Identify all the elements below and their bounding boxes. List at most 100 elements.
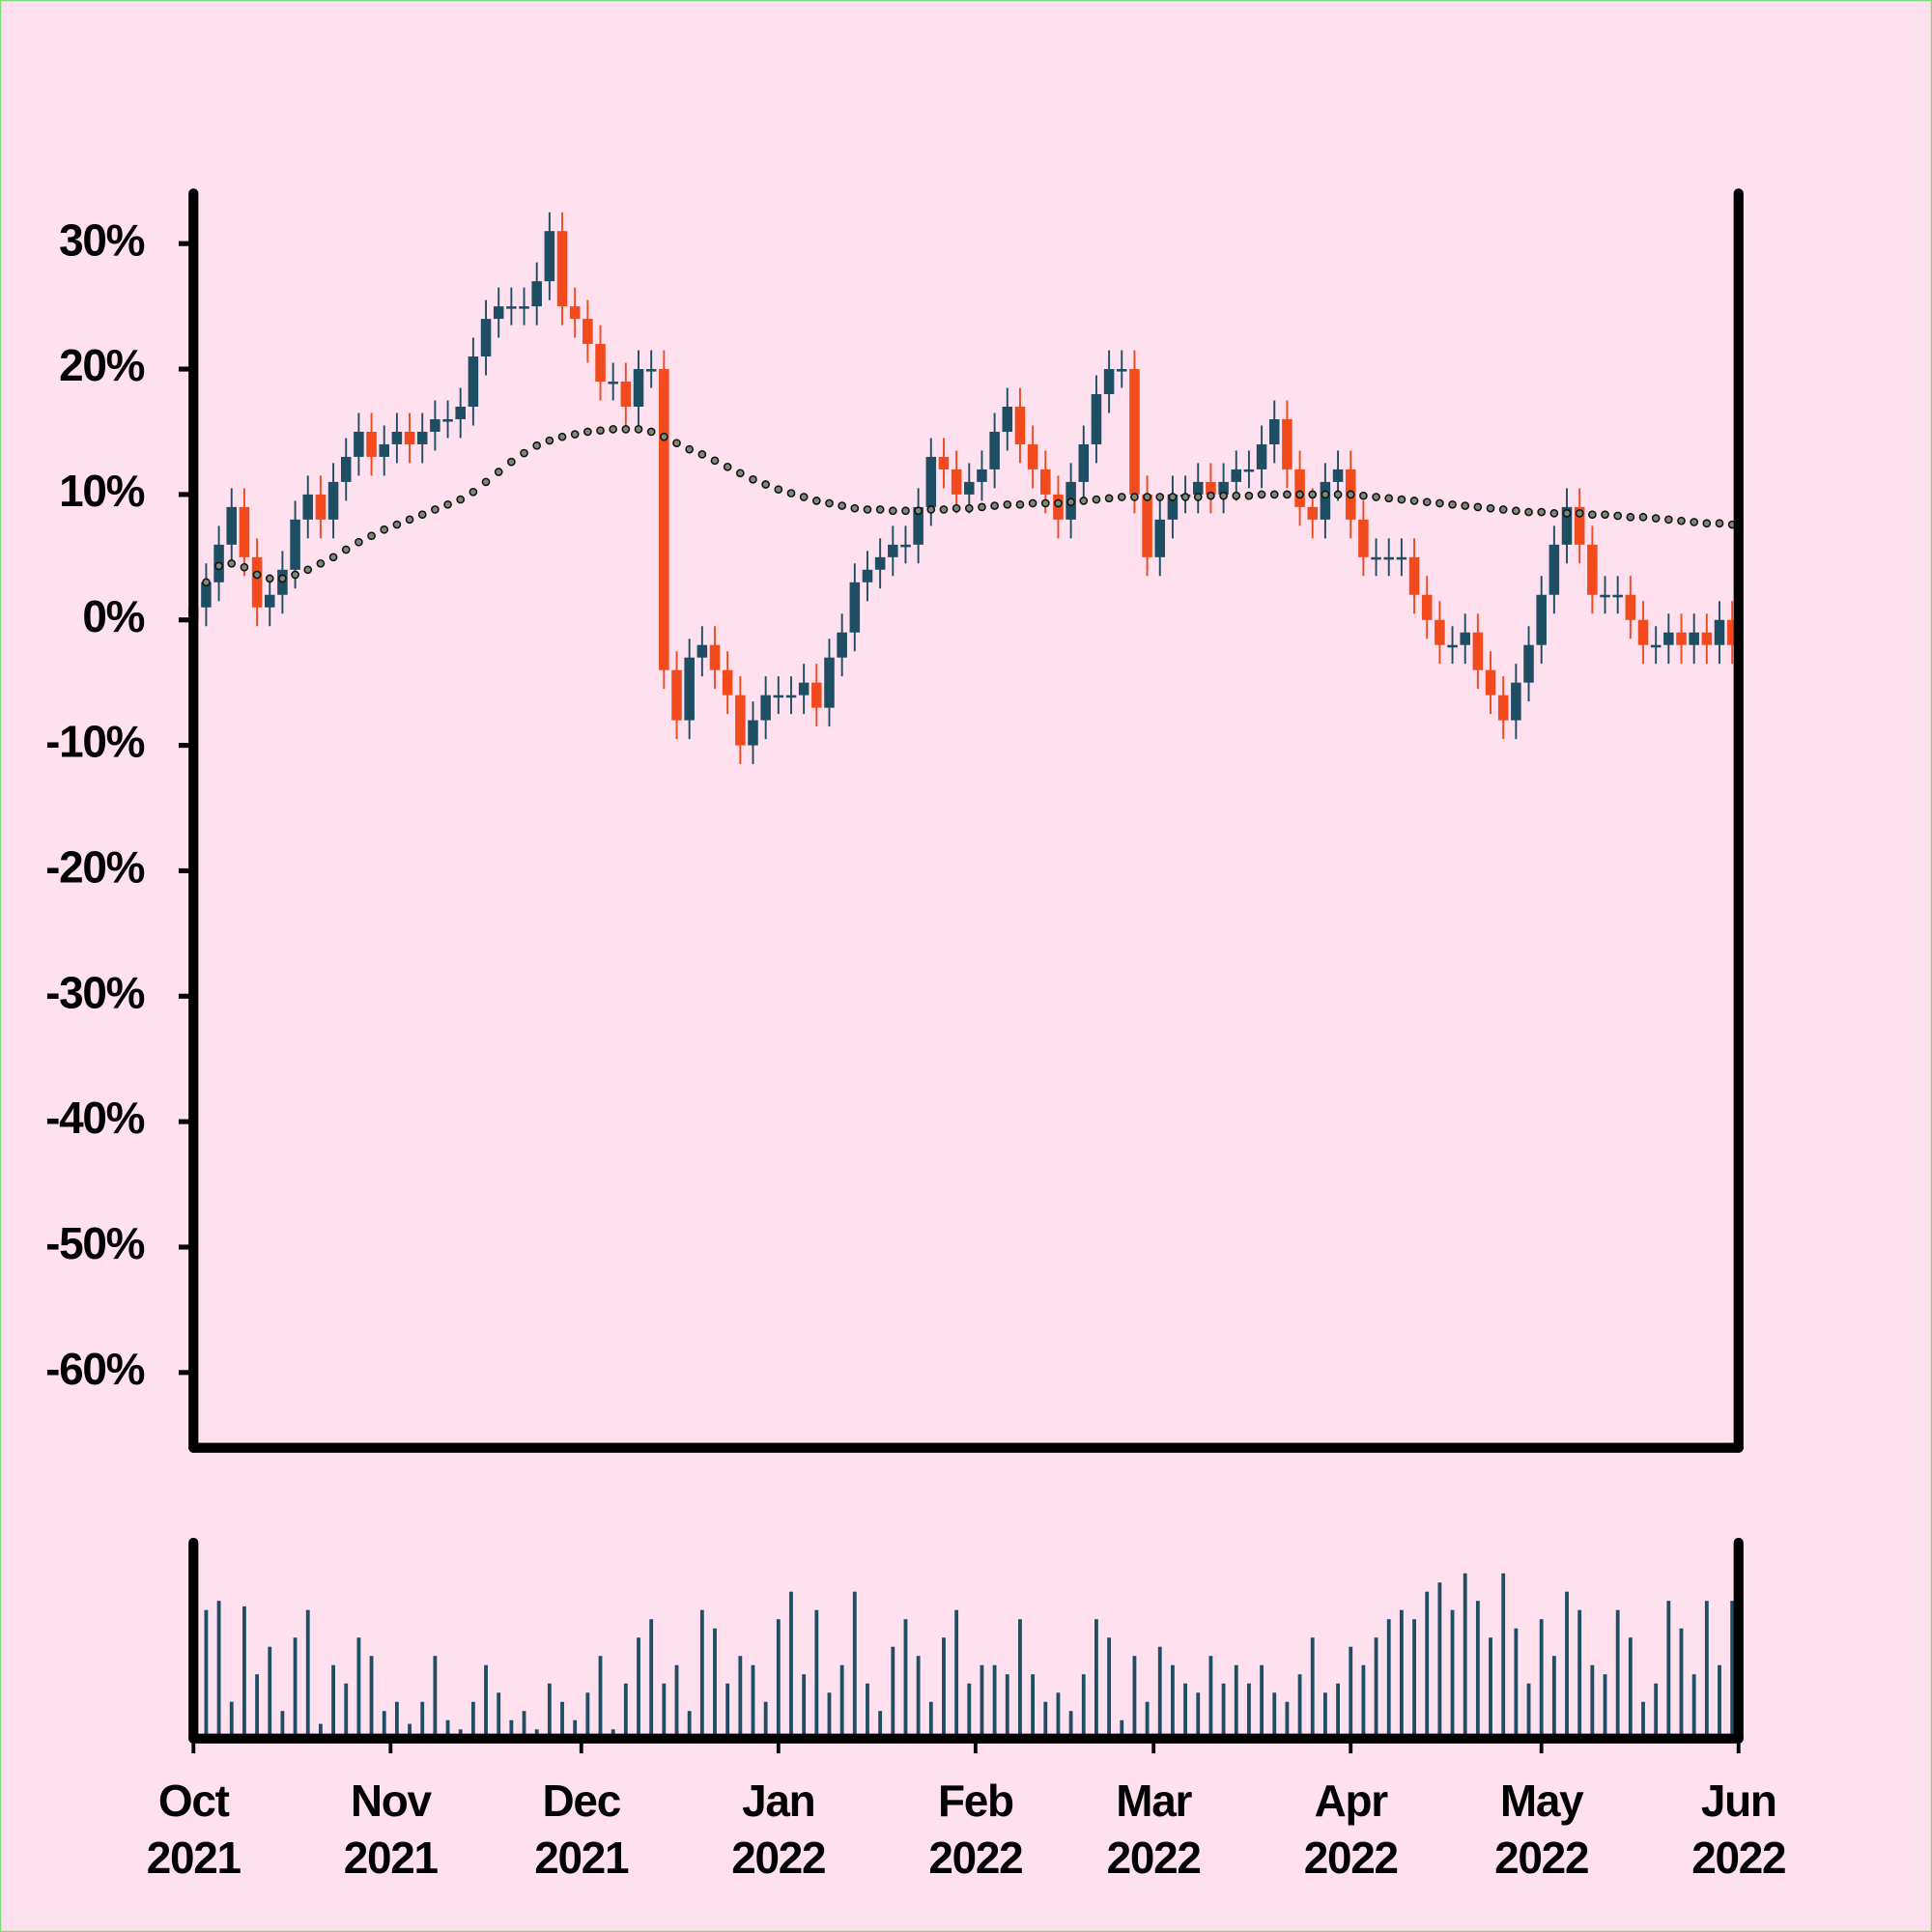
x-tick-label-box: Dec 2021 <box>534 1776 629 1883</box>
moving-average-point <box>1180 493 1190 501</box>
x-tick-label: Nov 2021 <box>343 1776 439 1883</box>
candle-body <box>1383 556 1394 560</box>
candle-body <box>709 644 721 670</box>
moving-average-point <box>646 427 656 437</box>
moving-average-point <box>1321 490 1330 499</box>
volume-bar <box>1285 1701 1290 1739</box>
volume-bar <box>1349 1646 1353 1739</box>
volume-bar <box>1691 1674 1696 1739</box>
moving-average-point <box>1461 501 1470 510</box>
candle-body <box>925 456 937 507</box>
volume-bar <box>662 1683 667 1739</box>
moving-average-point <box>1283 490 1292 499</box>
candle-body <box>1726 619 1738 645</box>
moving-average-point <box>1269 490 1279 499</box>
moving-average-point <box>1257 490 1266 499</box>
moving-average-point <box>1066 497 1075 507</box>
volume-bar <box>1246 1683 1251 1739</box>
moving-average-point <box>761 480 770 489</box>
moving-average-point <box>1054 498 1063 508</box>
moving-average-point <box>1117 493 1126 501</box>
y-tick-label: -30% <box>45 967 145 1017</box>
moving-average-point <box>1549 509 1559 518</box>
y-tick-label: 10% <box>59 466 145 516</box>
candle-body <box>1548 544 1560 595</box>
x-tick-label-box: Jan 2022 <box>731 1776 826 1883</box>
candle-body <box>671 669 682 721</box>
volume-bar <box>497 1692 501 1739</box>
candle-body <box>430 418 440 432</box>
moving-average-point <box>774 485 783 495</box>
candle-body <box>201 582 212 608</box>
moving-average-point <box>202 578 211 587</box>
volume-bar <box>1463 1573 1467 1739</box>
moving-average-point <box>405 515 414 525</box>
volume-bar <box>1730 1601 1735 1739</box>
volume-bar <box>1031 1674 1036 1739</box>
moving-average-point <box>1244 491 1254 500</box>
moving-average-point <box>914 506 923 516</box>
candle-body <box>1332 469 1344 482</box>
x-tick-label: May 2022 <box>1494 1776 1589 1883</box>
volume-bar <box>598 1656 603 1739</box>
candle-body <box>1294 469 1305 507</box>
moving-average-point <box>545 436 554 445</box>
volume-bar <box>713 1628 717 1739</box>
candle-body <box>1637 619 1649 645</box>
moving-average-point <box>1372 493 1380 501</box>
volume-bar <box>1425 1591 1430 1739</box>
moving-average-point <box>838 501 846 510</box>
moving-average-point <box>1664 515 1673 525</box>
volume-bar <box>1336 1683 1340 1739</box>
x-tick-label: Jan 2022 <box>731 1776 826 1883</box>
volume-bar <box>1272 1692 1277 1739</box>
volume-bar <box>382 1711 386 1739</box>
moving-average-point <box>850 503 860 513</box>
price-panel <box>187 212 1738 765</box>
y-tick-label: -10% <box>45 717 145 767</box>
volume-bar <box>928 1701 933 1739</box>
candle-body <box>556 231 568 307</box>
candle-body <box>1002 406 1013 432</box>
volume-bar <box>1514 1628 1519 1739</box>
candle-body <box>1676 632 1687 645</box>
x-tick-label: Jun 2022 <box>1691 1776 1786 1883</box>
moving-average-point <box>532 440 542 450</box>
candle-body <box>1078 443 1090 482</box>
candle-body <box>862 569 873 582</box>
volume-bar <box>318 1723 323 1739</box>
x-tick-label-box: Jun 2022 <box>1691 1776 1786 1883</box>
candle-body <box>748 720 758 746</box>
candle-body <box>735 695 746 746</box>
candle-body <box>1192 481 1204 495</box>
volume-bar <box>1551 1656 1556 1739</box>
volume-bar <box>1437 1582 1442 1739</box>
volume-bar <box>229 1701 234 1739</box>
moving-average-point <box>863 505 872 514</box>
volume-bar <box>1679 1628 1684 1739</box>
moving-average-point <box>1422 497 1432 507</box>
candle-body <box>354 431 364 457</box>
volume-bar <box>1094 1619 1098 1739</box>
volume-bar <box>1526 1683 1531 1739</box>
moving-average-point <box>1409 497 1419 505</box>
candle-body <box>1421 594 1433 620</box>
moving-average-point <box>660 432 668 441</box>
volume-bar <box>967 1683 972 1739</box>
moving-average-point <box>583 427 592 437</box>
candle-body <box>1218 481 1229 495</box>
candle-body <box>327 481 339 520</box>
candle-body <box>1116 369 1127 372</box>
moving-average-point <box>1397 495 1406 504</box>
candle-body <box>1561 506 1573 545</box>
volume-bar <box>623 1683 628 1739</box>
moving-average-point <box>1575 509 1584 518</box>
x-tick-label: Mar 2022 <box>1106 1776 1202 1883</box>
volume-bar <box>1120 1719 1124 1739</box>
volume-bar <box>1704 1601 1709 1739</box>
moving-average-point <box>316 558 326 568</box>
candle-body <box>379 443 389 457</box>
moving-average-point <box>799 493 809 501</box>
candle-body <box>544 231 555 282</box>
